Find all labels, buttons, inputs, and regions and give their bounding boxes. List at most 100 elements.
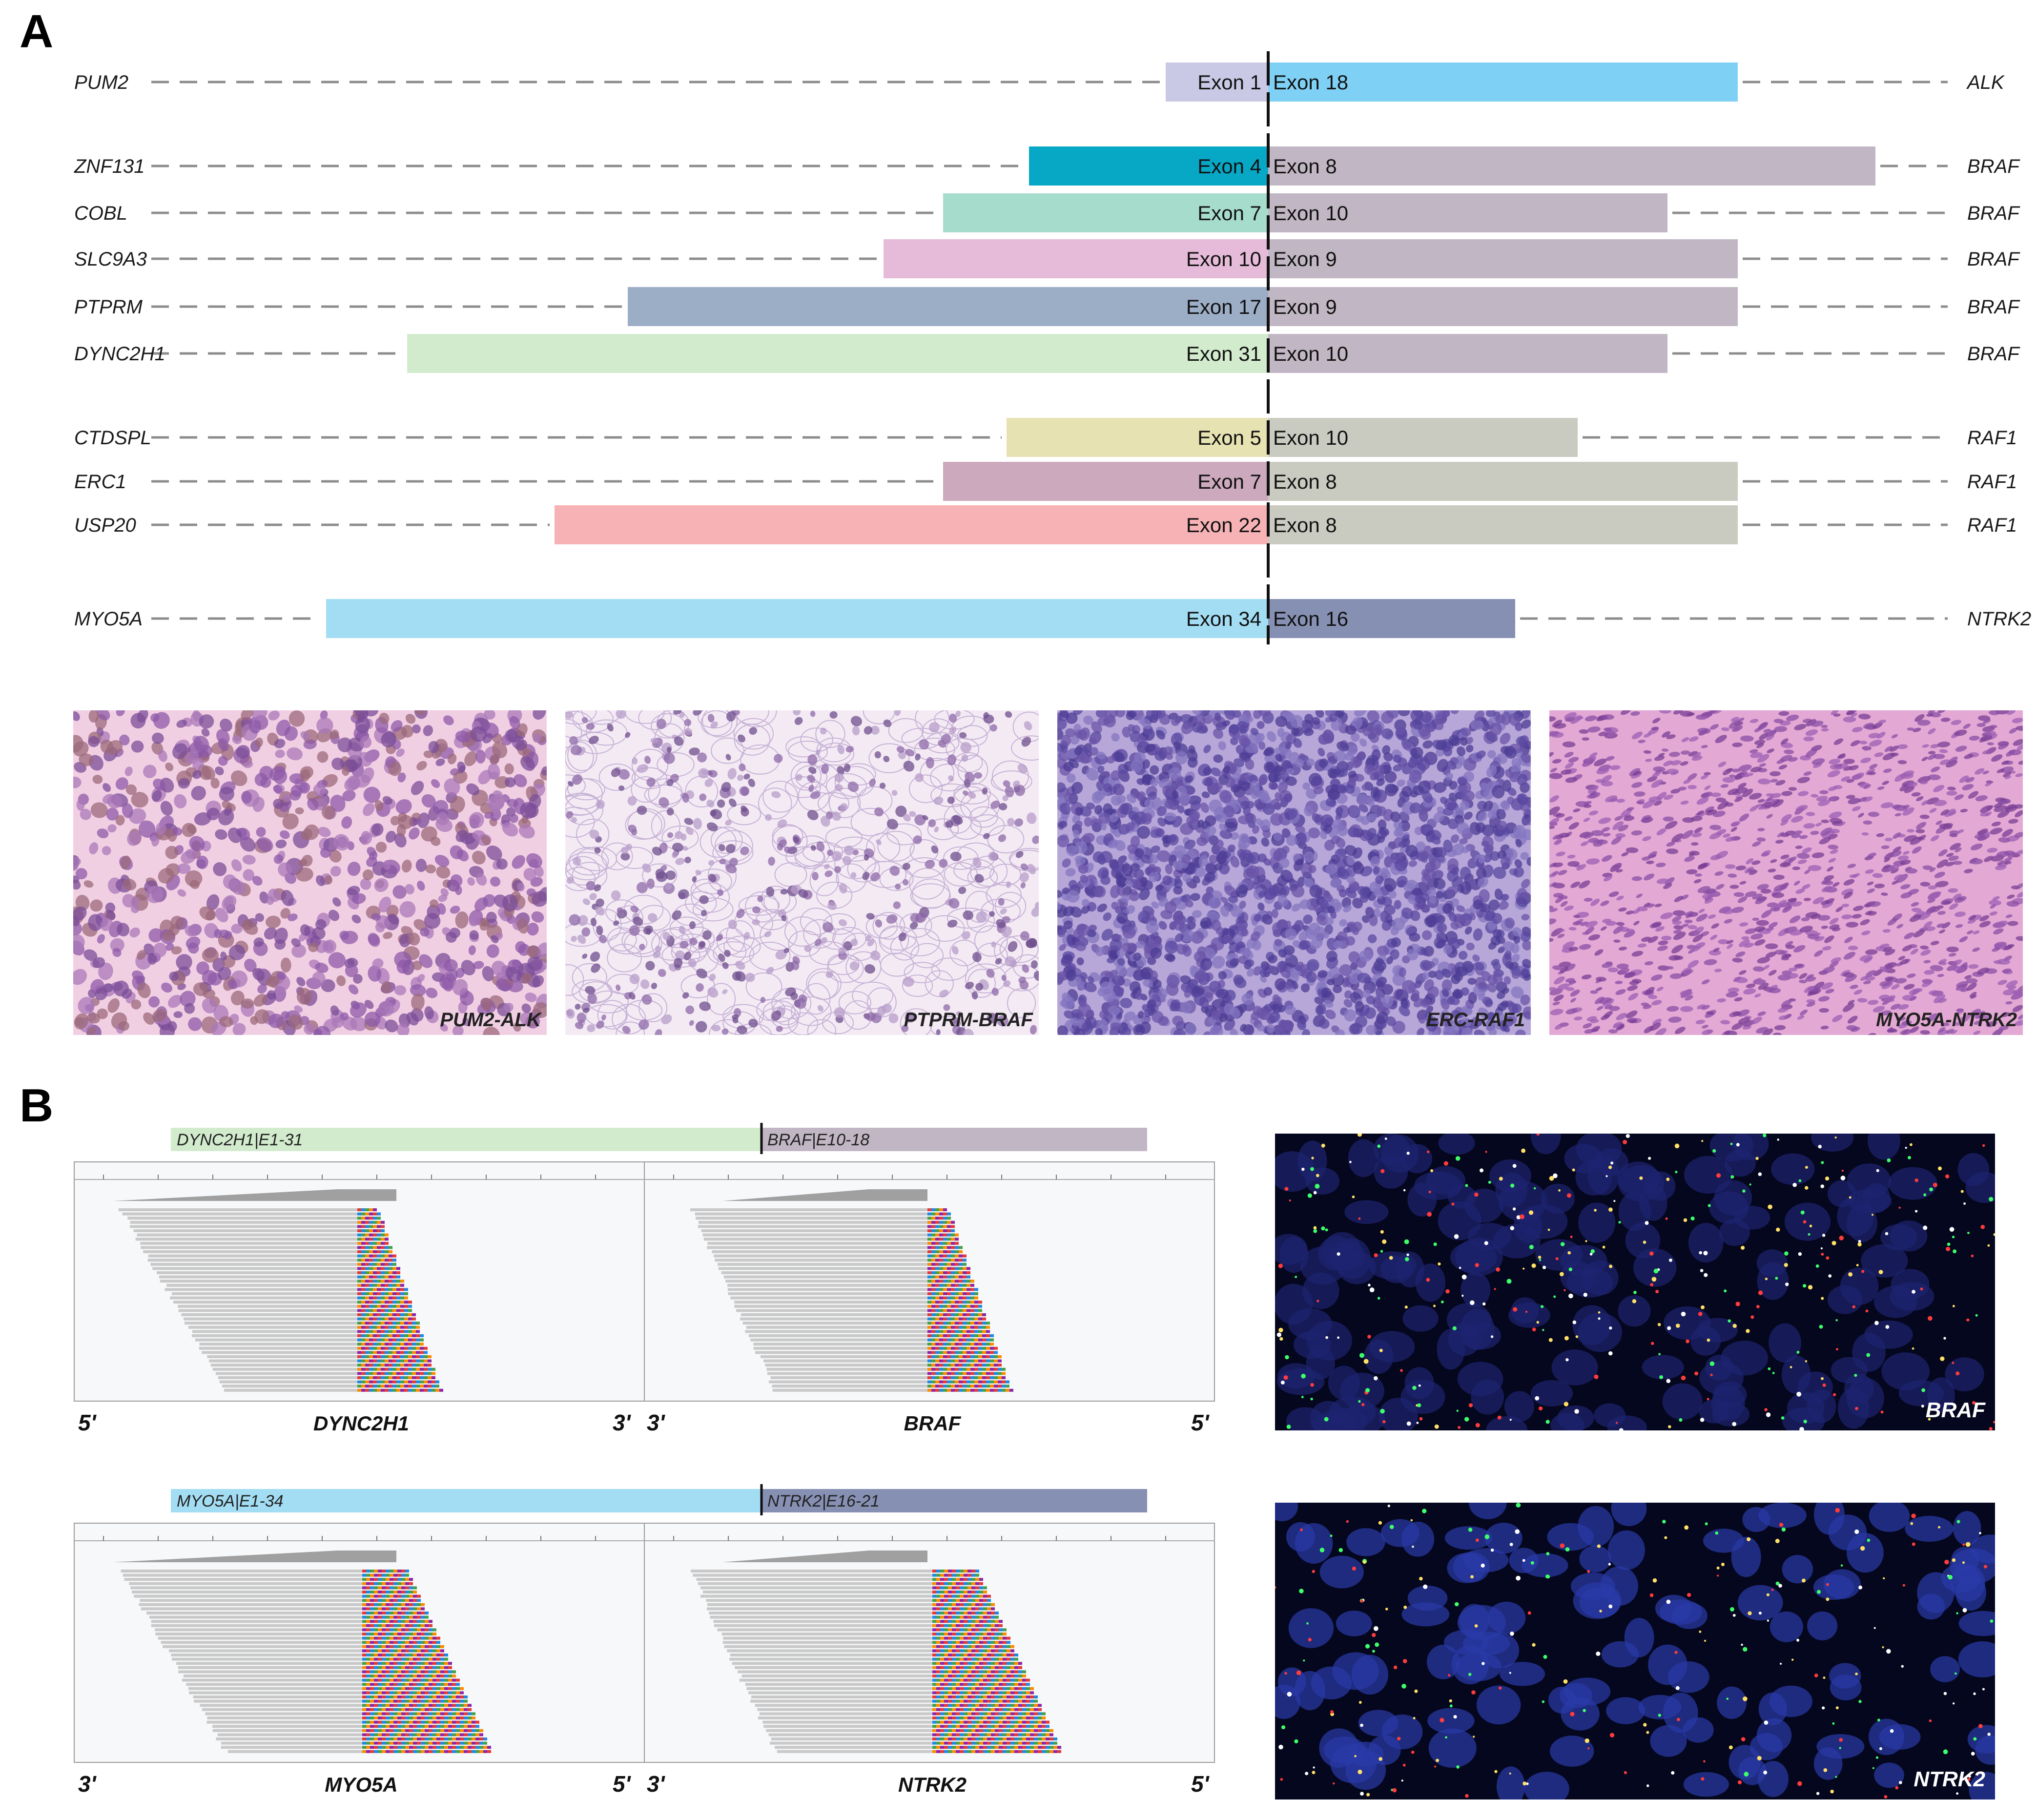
right-gene-label: RAF1 — [1967, 515, 2017, 536]
read-gray — [189, 1691, 362, 1695]
read-gray — [718, 1267, 927, 1270]
read-gray — [696, 1217, 927, 1220]
read-gray — [192, 1330, 357, 1333]
coverage-track — [722, 1551, 927, 1562]
read-gray — [155, 1633, 362, 1635]
read-gray — [750, 1338, 927, 1342]
read-gray — [772, 1388, 927, 1392]
fusion-row-usp20-raf1: USP20 Exon 22 Exon 8 RAF1 — [74, 505, 2017, 544]
exon-bar-right — [1268, 193, 1667, 232]
left-gene-label: MYO5A — [74, 608, 143, 630]
igv-right-transcript-bar — [761, 1489, 1147, 1512]
left-exon-label: Exon 4 — [1197, 155, 1261, 178]
read-gray — [141, 1607, 362, 1611]
right-gene-label: BRAF — [1967, 343, 2020, 365]
read-gray — [169, 1649, 362, 1653]
read-gray — [713, 1254, 927, 1258]
panel-letter-a: A — [20, 5, 54, 58]
read-gray — [707, 1603, 932, 1606]
fusion-row-dync2h1-braf: DYNC2H1 Exon 31 Exon 10 BRAF — [74, 334, 2020, 373]
read-gray — [202, 1351, 357, 1354]
histology-image-4: MYO5A-NTRK2 — [1549, 710, 2023, 1035]
read-gray — [709, 1612, 932, 1614]
read-gray — [124, 1578, 362, 1581]
read-gray — [133, 1229, 357, 1232]
read-gray — [730, 1654, 932, 1656]
read-gray — [706, 1599, 932, 1602]
read-gray — [745, 1683, 932, 1686]
fusion-diagram: PUM2 Exon 1 Exon 18 ALK ZNF131 Exon 4 Exon 8 BR… — [74, 51, 2031, 644]
read-gray — [176, 1662, 362, 1665]
read-gray — [762, 1720, 932, 1724]
read-gray — [698, 1582, 932, 1585]
read-gray — [714, 1624, 932, 1627]
fish-image-ntrk2: NTRK2 — [1275, 1503, 1995, 1799]
left-exon-label: Exon 5 — [1197, 426, 1261, 449]
tissue-cells — [1057, 710, 1531, 1035]
igv-alignment-myo5a-ntrk2: MYO5A|E1-34 NTRK2|E16-21 3' 5' 3' 5' MYO5A NTRK… — [74, 1484, 1215, 1797]
right-gene-label: ALK — [1966, 72, 2005, 93]
right-gene-label: BRAF — [1967, 156, 2020, 177]
tissue-cells — [565, 710, 1039, 1035]
read-gray — [734, 1304, 927, 1308]
exon-bar-left — [555, 505, 1268, 544]
read-gray — [746, 1325, 927, 1329]
read-gray — [750, 1699, 932, 1703]
read-gray — [741, 1313, 927, 1316]
exon-bar-right — [1268, 62, 1738, 102]
left-gene-label: USP20 — [74, 515, 136, 536]
read-gray — [732, 1662, 932, 1665]
read-gray — [118, 1208, 357, 1211]
read-gray — [121, 1570, 362, 1572]
exon-bar-left — [884, 239, 1268, 278]
read-gray — [192, 1334, 357, 1337]
read-gray — [194, 1699, 362, 1703]
nuclei — [1275, 1503, 1995, 1799]
right-exon-label: Exon 10 — [1273, 202, 1348, 225]
read-gray — [757, 1708, 932, 1711]
read-gray — [178, 1309, 357, 1312]
left-gene-label: COBL — [74, 203, 127, 224]
left-exon-label: Exon 34 — [1186, 607, 1261, 630]
read-gray — [706, 1607, 932, 1611]
read-gray — [210, 1364, 357, 1367]
read-gray — [745, 1330, 927, 1333]
igv-right-end-a: 3' — [647, 1410, 666, 1435]
read-gray — [713, 1620, 932, 1623]
fusion-row-myo5a-ntrk2: MYO5A Exon 34 Exon 16 NTRK2 — [74, 599, 2031, 638]
coverage-track — [722, 1189, 927, 1201]
read-gray — [763, 1359, 927, 1363]
read-gray — [212, 1367, 357, 1371]
read-gray — [715, 1259, 927, 1262]
exon-bar-right — [1268, 505, 1738, 544]
read-gray — [766, 1367, 927, 1371]
right-gene-label: RAF1 — [1967, 427, 2017, 449]
read-gray — [147, 1259, 357, 1262]
read-gray — [146, 1612, 362, 1614]
read-gray — [202, 1708, 362, 1711]
histology-caption: ERC-RAF1 — [1426, 1009, 1525, 1031]
left-exon-label: Exon 7 — [1197, 202, 1261, 225]
left-exon-label: Exon 31 — [1186, 342, 1261, 365]
read-gray — [740, 1317, 927, 1321]
histology-caption: PUM2-ALK — [440, 1009, 541, 1031]
read-gray — [127, 1217, 357, 1220]
igv-left-label: MYO5A|E1-34 — [177, 1492, 284, 1510]
read-gray — [741, 1675, 932, 1677]
exon-bar-left — [1166, 62, 1268, 102]
read-gray — [178, 1666, 362, 1669]
read-gray — [738, 1670, 932, 1674]
read-gray — [759, 1712, 932, 1716]
left-exon-label: Exon 10 — [1186, 248, 1261, 270]
read-gray — [130, 1225, 357, 1228]
exon-bar-right — [1268, 599, 1515, 638]
read-gray — [724, 1645, 932, 1648]
left-gene-label: SLC9A3 — [74, 248, 147, 270]
read-gray — [205, 1712, 362, 1716]
right-exon-label: Exon 16 — [1273, 607, 1348, 630]
read-gray — [199, 1343, 357, 1346]
read-gray — [777, 1750, 932, 1753]
read-gray — [160, 1280, 357, 1283]
exon-bar-left — [943, 193, 1268, 232]
read-gray — [717, 1628, 932, 1632]
